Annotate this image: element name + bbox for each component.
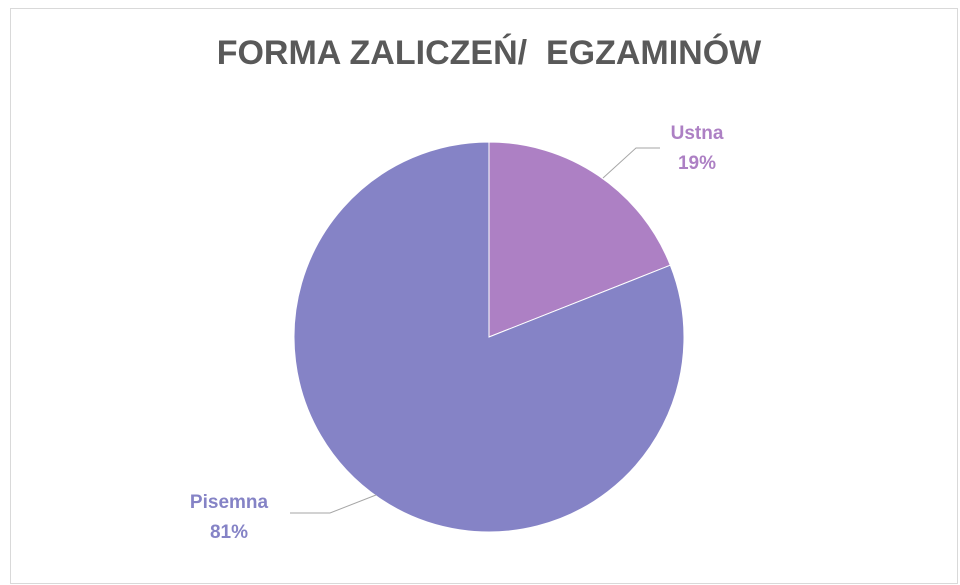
value-label: 19% (678, 153, 716, 174)
category-label: Ustna (671, 123, 724, 144)
chart-title: FORMA ZALICZEŃ/ EGZAMINÓW (217, 34, 762, 72)
leader-line (602, 147, 660, 179)
pie-slice (488, 141, 671, 338)
value-label: 81% (210, 522, 248, 543)
pie-slice (293, 141, 685, 533)
leader-line (290, 494, 377, 514)
category-label: Pisemna (190, 492, 269, 513)
